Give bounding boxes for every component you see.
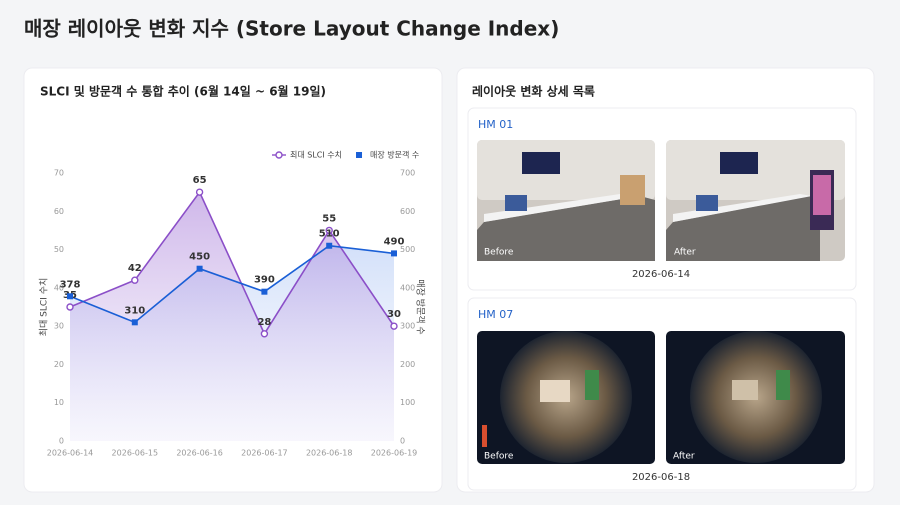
x-tick-label: 2026-06-16 (176, 449, 223, 458)
data-label: 55 (322, 213, 336, 224)
point (131, 319, 138, 326)
legend-label: 최대 SLCI 수치 (290, 150, 342, 160)
after-label: After (674, 248, 696, 258)
y-tick-label: 30 (54, 322, 64, 331)
point (326, 242, 333, 249)
data-label: 65 (193, 175, 207, 186)
legend-label: 매장 방문객 수 (370, 150, 419, 160)
x-tick-label: 2026-06-15 (112, 449, 159, 458)
data-label: 390 (254, 275, 275, 286)
data-label: 310 (124, 305, 145, 316)
before-image (477, 140, 655, 261)
chart-title: SLCI 및 방문객 수 통합 추이 (6월 14일 ~ 6월 19일) (40, 84, 326, 99)
point (390, 322, 398, 330)
point (391, 250, 397, 257)
y2-tick-label: 600 (400, 207, 415, 216)
x-tick-label: 2026-06-14 (47, 449, 94, 458)
y-tick-label: 50 (54, 245, 64, 254)
before-image (477, 331, 655, 464)
item-id: HM 07 (478, 308, 513, 321)
y-tick-label: 20 (54, 360, 64, 369)
y2-axis-label: 매장 방문객 수 (415, 279, 426, 334)
point (260, 330, 269, 338)
y-tick-label: 10 (54, 398, 64, 407)
point (195, 188, 204, 196)
page-title: 매장 레이아웃 변화 지수 (Store Layout Change Index… (24, 17, 559, 41)
line (69, 244, 395, 324)
y2-tick-label: 200 (400, 360, 415, 369)
area (70, 192, 394, 441)
y-tick-label: 60 (54, 207, 64, 216)
data-label: 450 (189, 252, 210, 263)
before-label: Before (484, 452, 514, 462)
y2-tick-label: 400 (400, 283, 415, 292)
x-tick-label: 2026-06-18 (306, 449, 353, 458)
legend-marker (275, 151, 283, 159)
item-date: 2026-06-18 (632, 472, 690, 483)
after-image (666, 140, 845, 261)
data-label: 378 (60, 279, 81, 290)
after-label: After (673, 452, 695, 462)
y-tick-label: 0 (59, 437, 64, 446)
point (66, 303, 74, 311)
data-label: 28 (257, 317, 271, 328)
item-id: HM 01 (478, 118, 513, 131)
data-label: 42 (128, 263, 142, 274)
point (261, 288, 268, 295)
after-image (666, 331, 845, 464)
y-tick-label: 40 (54, 283, 64, 292)
point (196, 265, 203, 272)
y2-tick-label: 500 (400, 245, 415, 254)
y2-tick-label: 300 (400, 322, 415, 331)
point (131, 276, 139, 284)
data-label: 510 (319, 229, 340, 240)
point (325, 226, 333, 235)
detail-title: 레이아웃 변화 상세 목록 (472, 84, 595, 99)
legend-marker (356, 152, 363, 158)
before-label: Before (484, 248, 514, 258)
point (67, 293, 73, 300)
x-tick-label: 2026-06-17 (241, 449, 288, 458)
data-label: 490 (384, 236, 405, 247)
y-axis-label: 최대 SLCI 수치 (38, 278, 50, 337)
y2-tick-label: 700 (400, 169, 415, 178)
x-tick-label: 2026-06-19 (371, 449, 418, 458)
y2-tick-label: 0 (400, 437, 405, 446)
data-label: 30 (387, 309, 401, 320)
item-date: 2026-06-14 (632, 269, 690, 280)
y2-tick-label: 100 (400, 398, 415, 407)
y-tick-label: 70 (54, 169, 64, 178)
